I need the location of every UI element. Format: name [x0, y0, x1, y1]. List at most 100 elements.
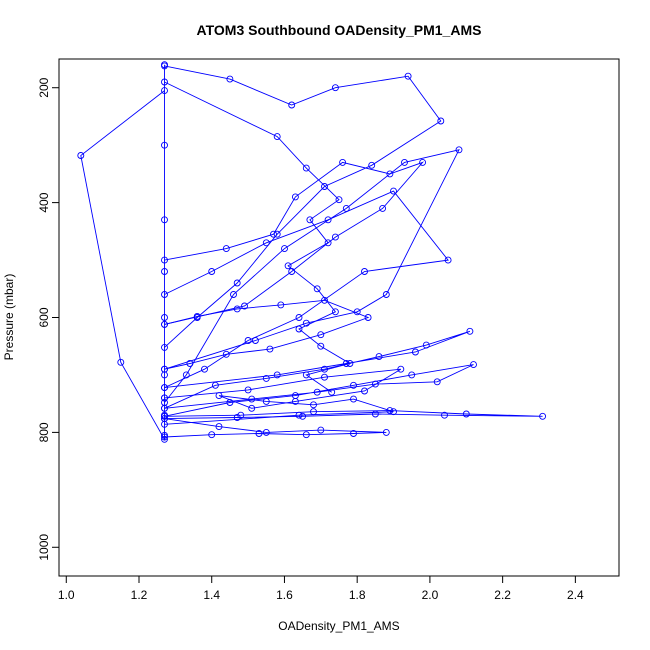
x-tick-label: 2.2: [494, 588, 511, 602]
series-line: [164, 190, 449, 389]
series-0: [77, 61, 168, 443]
series-3: [161, 187, 452, 392]
data-point: [295, 314, 303, 321]
data-point: [291, 397, 299, 405]
data-point: [313, 285, 321, 293]
series-9: [161, 296, 372, 373]
data-point: [262, 397, 270, 405]
data-point: [386, 407, 394, 415]
data-point: [397, 365, 405, 373]
series-line: [164, 410, 543, 420]
data-point: [273, 371, 281, 379]
y-tick-label: 800: [37, 422, 51, 442]
data-point: [161, 433, 168, 441]
data-point: [317, 426, 325, 434]
data-point: [161, 314, 168, 321]
data-point: [186, 360, 194, 367]
data-point: [401, 158, 408, 166]
data-point: [208, 268, 216, 275]
data-point: [161, 141, 168, 149]
data-point: [361, 268, 368, 275]
x-axis-label: OADensity_PM1_AMS: [278, 619, 399, 633]
data-point: [331, 308, 339, 316]
y-tick-label: 600: [37, 307, 51, 327]
data-point: [346, 360, 354, 367]
data-point: [281, 245, 288, 253]
x-tick-label: 2.4: [567, 588, 584, 602]
data-point: [161, 404, 168, 412]
x-tick-label: 2.0: [422, 588, 439, 602]
data-point: [299, 412, 307, 420]
y-tick-label: 400: [37, 192, 51, 212]
data-point: [295, 411, 303, 419]
data-point: [222, 245, 230, 253]
data-point: [241, 302, 248, 310]
data-point: [433, 378, 441, 386]
data-point: [215, 392, 223, 400]
data-point: [306, 216, 314, 224]
data-point: [161, 62, 168, 70]
data-point: [244, 386, 252, 394]
data-point: [161, 320, 168, 328]
data-point: [161, 78, 168, 86]
data-point: [408, 371, 416, 379]
y-axis: 200 400 600 800 1000: [37, 77, 60, 561]
series-line: [164, 161, 425, 325]
data-point: [437, 117, 445, 125]
data-point: [255, 430, 263, 437]
data-point: [375, 353, 383, 361]
y-axis-label: Pressure (mbar): [2, 274, 16, 361]
data-point: [230, 291, 237, 298]
data-point: [441, 411, 448, 419]
series-4: [161, 327, 474, 412]
series-line: [164, 149, 460, 403]
data-point: [324, 216, 332, 224]
series-line: [164, 364, 474, 417]
data-point: [470, 361, 477, 369]
data-point: [273, 133, 281, 141]
data-point: [211, 381, 219, 389]
data-point: [248, 404, 256, 412]
data-point: [161, 412, 168, 420]
data-point: [386, 170, 394, 178]
x-tick-label: 1.6: [276, 588, 293, 602]
data-point: [262, 428, 270, 436]
series-line: [164, 330, 471, 409]
data-point: [419, 158, 427, 166]
data-point: [404, 72, 412, 80]
data-point: [161, 268, 168, 275]
data-point: [215, 423, 223, 431]
data-point: [233, 279, 241, 287]
data-point: [291, 193, 299, 201]
data-point: [262, 374, 270, 382]
data-point: [161, 365, 168, 373]
data-point: [317, 331, 325, 339]
data-point: [277, 301, 285, 309]
data-point: [161, 256, 168, 264]
data-point: [288, 101, 296, 109]
data-point: [233, 414, 241, 421]
data-point: [321, 296, 328, 304]
data-point: [411, 348, 419, 356]
data-point: [302, 319, 310, 327]
data-point: [321, 373, 328, 381]
data-point: [382, 291, 390, 298]
data-point: [390, 187, 397, 195]
data-point: [313, 388, 321, 396]
series-line: [164, 299, 370, 370]
data-point: [222, 350, 230, 358]
data-point: [201, 365, 208, 373]
data-point: [339, 158, 347, 166]
series-line: [164, 418, 387, 438]
data-point: [371, 380, 379, 388]
data-point: [302, 371, 310, 379]
data-point: [270, 230, 277, 238]
data-point: [364, 314, 372, 321]
x-axis: 1.0 1.2 1.4 1.6 1.8 2.0 2.2 2.4: [58, 575, 584, 602]
series-7: [161, 415, 390, 441]
data-point: [350, 430, 357, 437]
data-point: [379, 204, 387, 212]
data-point: [310, 401, 317, 409]
data-point: [371, 410, 379, 418]
data-point: [284, 262, 292, 270]
